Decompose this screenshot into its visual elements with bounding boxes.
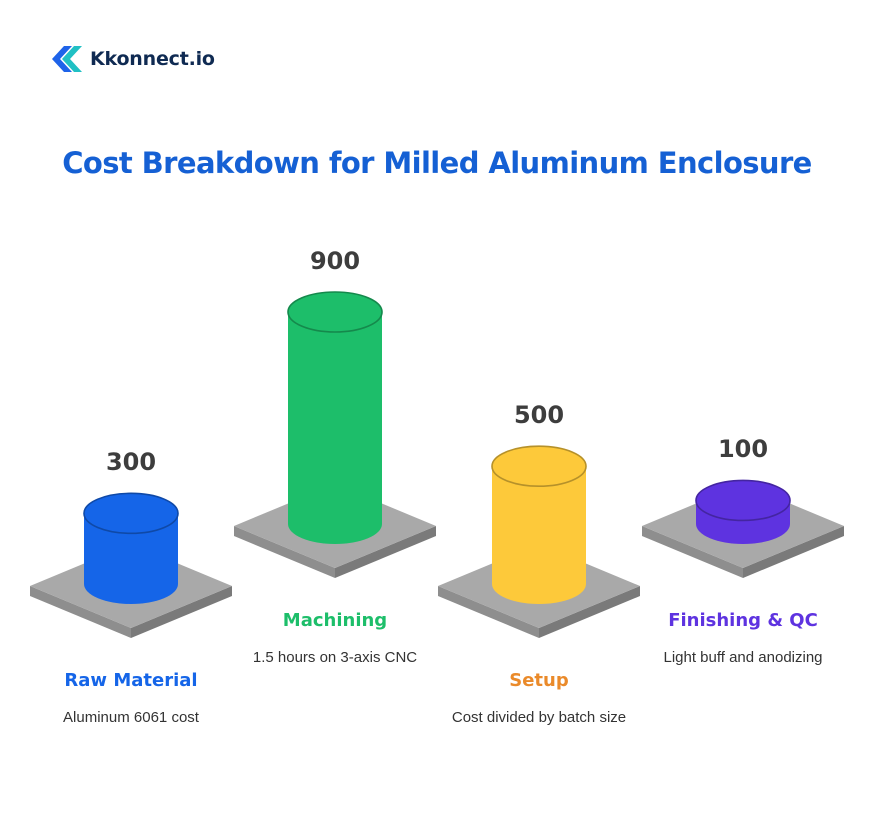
platform-side-right [539, 586, 640, 638]
category-description: Cost divided by batch size [451, 709, 627, 726]
platform-side-left [30, 586, 131, 638]
platform-side-right [131, 586, 232, 638]
bar-cylinder-top [491, 445, 587, 488]
platform-side-left [438, 586, 539, 638]
platform-side-left [234, 526, 335, 578]
platform-side-right [743, 526, 844, 578]
category-name: Machining [282, 610, 388, 631]
category-description: 1.5 hours on 3-axis CNC [252, 649, 418, 666]
category-name: Finishing & QC [668, 610, 818, 631]
bar-cylinder-body [288, 312, 382, 544]
category-label-block: Setup Cost divided by batch size [409, 670, 669, 726]
bar-group [438, 445, 640, 638]
bar-group [642, 479, 844, 578]
bar-value-label: 300 [105, 448, 157, 477]
category-label-block: Finishing & QC Light buff and anodizing [613, 610, 873, 666]
category-name: Setup [509, 670, 569, 691]
category-description: Aluminum 6061 cost [63, 709, 199, 726]
bar-cylinder-body [492, 466, 586, 604]
brand-name: Kkonnect.io [90, 48, 215, 70]
category-label-block: Raw Material Aluminum 6061 cost [1, 670, 261, 726]
bar-group [234, 291, 436, 578]
bar-group [30, 492, 232, 638]
bar-cylinder-top [287, 291, 383, 333]
bar-value-label: 900 [309, 247, 361, 275]
chart-title: Cost Breakdown for Milled Aluminum Enclo… [62, 146, 812, 180]
platform-side-left [642, 526, 743, 578]
double-chevron-logo-icon [52, 46, 82, 72]
category-description: Light buff and anodizing [663, 649, 823, 666]
platform-side-right [335, 526, 436, 578]
category-name: Raw Material [64, 670, 198, 691]
brand-logo[interactable]: Kkonnect.io [52, 45, 215, 73]
bar-cylinder-top [83, 492, 179, 535]
bar-value-label: 100 [717, 435, 769, 464]
bar-cylinder-top [695, 479, 791, 522]
category-label-block: Machining 1.5 hours on 3-axis CNC [205, 610, 465, 666]
bar-cylinder-body [84, 513, 178, 604]
bar-value-label: 500 [513, 401, 565, 430]
